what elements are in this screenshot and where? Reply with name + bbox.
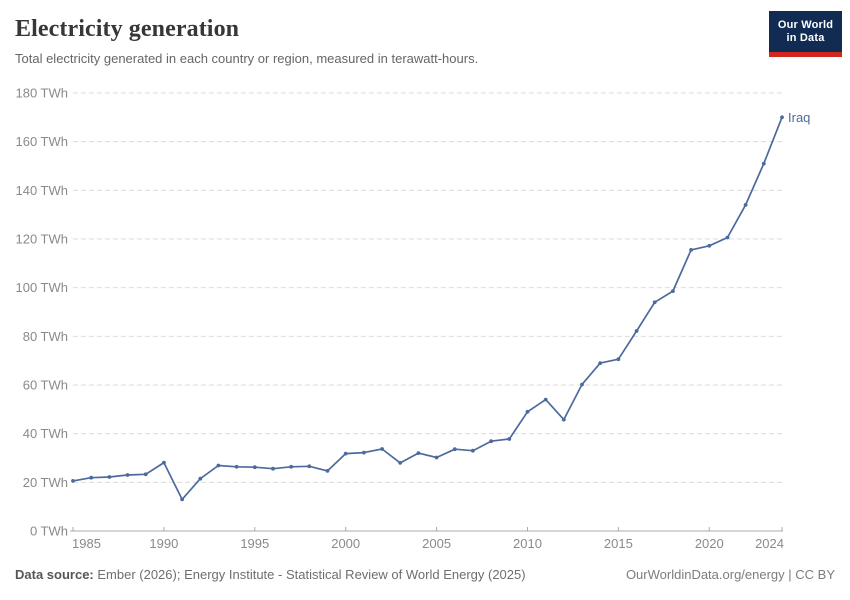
data-point-marker [107,475,112,479]
owid-logo[interactable]: Our World in Data [769,11,842,57]
data-source-text: Ember (2026); Energy Institute - Statist… [93,567,526,582]
data-point-marker [71,479,75,483]
y-axis-tick-label: 100 TWh [15,280,68,295]
y-axis-tick-label: 80 TWh [23,329,68,344]
data-point-marker [180,497,185,502]
data-point-marker [580,382,584,387]
data-point-marker [525,409,530,414]
data-point-marker [761,161,766,166]
line-chart-plot: 0 TWh 20 TWh 40 TWh 60 TWh 80 TWh 100 TWh 120 … [15,86,810,552]
data-point-marker [561,417,566,422]
chart-subtitle: Total electricity generated in each coun… [15,51,479,66]
x-axis-tick-label: 2020 [695,536,724,551]
data-point-marker [271,466,275,471]
data-point-marker [398,461,403,465]
data-point-marker [125,473,130,477]
y-axis-tick-label: 140 TWh [15,183,68,198]
data-point-marker [89,475,94,480]
data-point-marker [598,361,603,365]
data-point-marker [434,455,439,460]
data-point-marker [416,451,421,455]
data-point-marker [198,476,203,481]
x-axis-tick-label: 2010 [513,536,542,551]
data-point-marker [343,451,348,456]
data-point-marker [234,464,239,469]
owid-logo-line2: in Data [786,31,825,44]
data-point-marker [289,464,294,469]
data-point-marker [671,289,675,293]
data-point-marker [634,329,639,333]
owid-logo-line1: Our World [777,18,834,31]
data-point-marker [780,115,784,120]
chart-title: Electricity generation [15,16,240,42]
data-point-marker [616,357,621,362]
x-axis-tick-label: 2024 [755,536,784,551]
data-point-marker [325,469,330,473]
data-point-marker [362,450,366,455]
series-end-label-iraq: Iraq [788,110,810,125]
y-axis-tick-label: 60 TWh [23,378,68,393]
data-point-marker [707,243,712,248]
x-axis-tick-label: 2000 [331,536,360,551]
data-point-marker [652,300,657,305]
series-line-iraq [72,116,783,501]
x-axis-tick-label: 2015 [604,536,633,551]
credit-link[interactable]: OurWorldinData.org/energy | CC BY [625,567,835,582]
data-point-marker [743,203,748,207]
x-axis-tick-label: 2005 [422,536,451,551]
data-point-marker [725,235,730,240]
data-point-marker [162,460,166,465]
data-point-marker [689,248,693,252]
owid-logo-text: Our World in Data [769,11,842,52]
y-axis-tick-label: 160 TWh [15,134,68,149]
x-axis-tick-label: 1995 [240,536,269,551]
data-point-marker [452,447,457,452]
y-axis-tick-label: 0 TWh [30,524,68,539]
owid-logo-red-stripe [769,52,842,57]
data-source-note: Data source: Ember (2026); Energy Instit… [15,567,526,582]
chart-footer: Data source: Ember (2026); Energy Instit… [15,567,835,582]
data-point-marker [543,397,548,402]
data-point-marker [507,437,512,441]
y-axis-tick-label: 40 TWh [23,426,68,441]
x-axis-tick-label: 1985 [72,536,101,551]
data-point-marker [307,464,312,469]
data-point-marker [471,448,475,453]
data-point-marker [380,447,384,451]
x-axis-tick-label: 1990 [149,536,178,551]
data-source-label: Data source: [15,567,94,582]
data-point-marker [216,463,221,468]
y-axis-tick-label: 20 TWh [23,475,68,490]
y-axis-tick-label: 120 TWh [15,232,68,247]
data-point-marker [143,472,148,477]
data-point-marker [489,439,493,444]
y-axis-tick-label: 180 TWh [15,86,68,101]
data-point-marker [252,465,257,470]
